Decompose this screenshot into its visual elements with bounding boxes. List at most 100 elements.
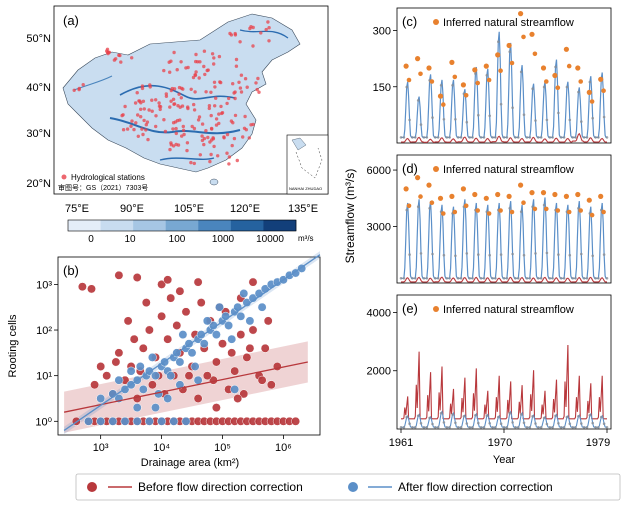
station-marker [217, 121, 221, 126]
series-point [548, 277, 552, 280]
station-marker [184, 66, 188, 70]
panel-b-ytick-label: 10² [36, 325, 52, 337]
series-point [602, 422, 606, 426]
inferred-dot [540, 65, 547, 71]
series-point [499, 102, 503, 106]
series-point [459, 136, 463, 139]
station-marker [231, 82, 235, 86]
series-point [542, 85, 546, 89]
series-point [574, 426, 577, 429]
series-point [442, 118, 446, 121]
inferred-dot [483, 195, 489, 201]
panel-b-label: (b) [63, 263, 79, 278]
inferred-dot [552, 191, 558, 198]
series-point [502, 136, 506, 139]
series-point [485, 74, 489, 77]
series-point [399, 426, 403, 429]
station-marker [233, 113, 238, 118]
station-marker [209, 126, 214, 131]
series-point [482, 426, 486, 429]
station-marker [217, 112, 221, 116]
panel-b-xtick-label: 10⁴ [153, 442, 170, 454]
series-point [539, 136, 543, 139]
series-line-before [401, 276, 607, 283]
panel-b-point-after [108, 416, 118, 426]
station-marker [245, 85, 249, 89]
panel-c-label: (c) [402, 14, 417, 29]
map-approval-note: 审图号：GS（2021）7303号 [58, 183, 148, 192]
series-point [525, 426, 529, 429]
lon-tick-135: 135°E [288, 203, 318, 215]
series-point [571, 426, 574, 429]
station-marker [193, 73, 197, 77]
station-marker [232, 136, 237, 141]
station-marker [196, 60, 200, 64]
inferred-dot [495, 52, 501, 58]
panel-b-point-after [151, 371, 160, 381]
station-marker [214, 96, 218, 100]
station-marker [194, 52, 198, 57]
panel-a: (a) NANHAI ZHUDAO Hydrological stations … [26, 5, 329, 245]
panel-b-point-after [245, 316, 255, 326]
ytick-label: 4000 [367, 307, 391, 319]
ytick-label: 2000 [367, 366, 391, 378]
station-marker [204, 90, 208, 94]
station-marker [169, 88, 173, 93]
station-marker [169, 59, 173, 63]
station-marker [193, 90, 197, 94]
inferred-dot [486, 211, 492, 216]
legend-before-marker [87, 482, 97, 492]
station-marker [164, 92, 168, 96]
series-point [468, 277, 472, 280]
panel-b-point-before [260, 343, 270, 353]
station-legend-label: Hydrological stations [71, 173, 145, 182]
series-point [491, 136, 494, 139]
panel-b-point-after [233, 302, 243, 312]
series-point [399, 277, 403, 280]
inferred-dot [403, 63, 409, 69]
station-marker [172, 102, 176, 106]
series-point [479, 136, 483, 139]
station-marker [235, 158, 239, 163]
series-point [531, 415, 534, 418]
ytick-label: 3000 [367, 222, 391, 234]
inferred-dot [418, 194, 423, 199]
xtick-1970: 1970 [488, 437, 512, 449]
panel-b-point-after [199, 339, 209, 349]
inferred-dot [566, 209, 572, 215]
station-marker [251, 122, 255, 127]
panel-c-plot: 150 300 [373, 11, 609, 143]
series-point [568, 253, 572, 257]
series-point [597, 136, 600, 139]
series-point [505, 136, 509, 139]
inferred-dot [429, 79, 435, 84]
panel-b-point-before [166, 293, 176, 303]
panel-d-legend: Inferred natural streamflow [443, 164, 574, 176]
station-marker [171, 127, 175, 131]
panel-c-legend-marker [433, 19, 439, 25]
series-point [542, 416, 546, 420]
panel-b-point-before [157, 279, 167, 289]
station-marker [210, 138, 214, 142]
legend-after-marker [348, 482, 358, 492]
series-point [497, 415, 500, 419]
colorbar [67, 219, 297, 232]
series-point [605, 277, 609, 280]
panel-b-ytick-label: 10³ [36, 279, 52, 291]
colorbar-tick-10: 10 [124, 234, 136, 245]
colorbar-segment [68, 220, 101, 231]
series-point [574, 136, 577, 139]
xtick-1979: 1979 [586, 437, 610, 449]
series-point [571, 136, 574, 139]
panel-b-point-before [172, 321, 182, 330]
panel-b-point-before [96, 362, 106, 371]
china-landmass [62, 13, 301, 173]
station-marker [190, 124, 194, 129]
panel-b-point-before [144, 325, 154, 335]
inferred-dot [578, 208, 583, 213]
station-marker [267, 39, 271, 43]
station-marker [174, 126, 178, 131]
series-point [454, 421, 457, 425]
inferred-dot [463, 93, 469, 98]
panel-b-point-after [230, 384, 240, 394]
